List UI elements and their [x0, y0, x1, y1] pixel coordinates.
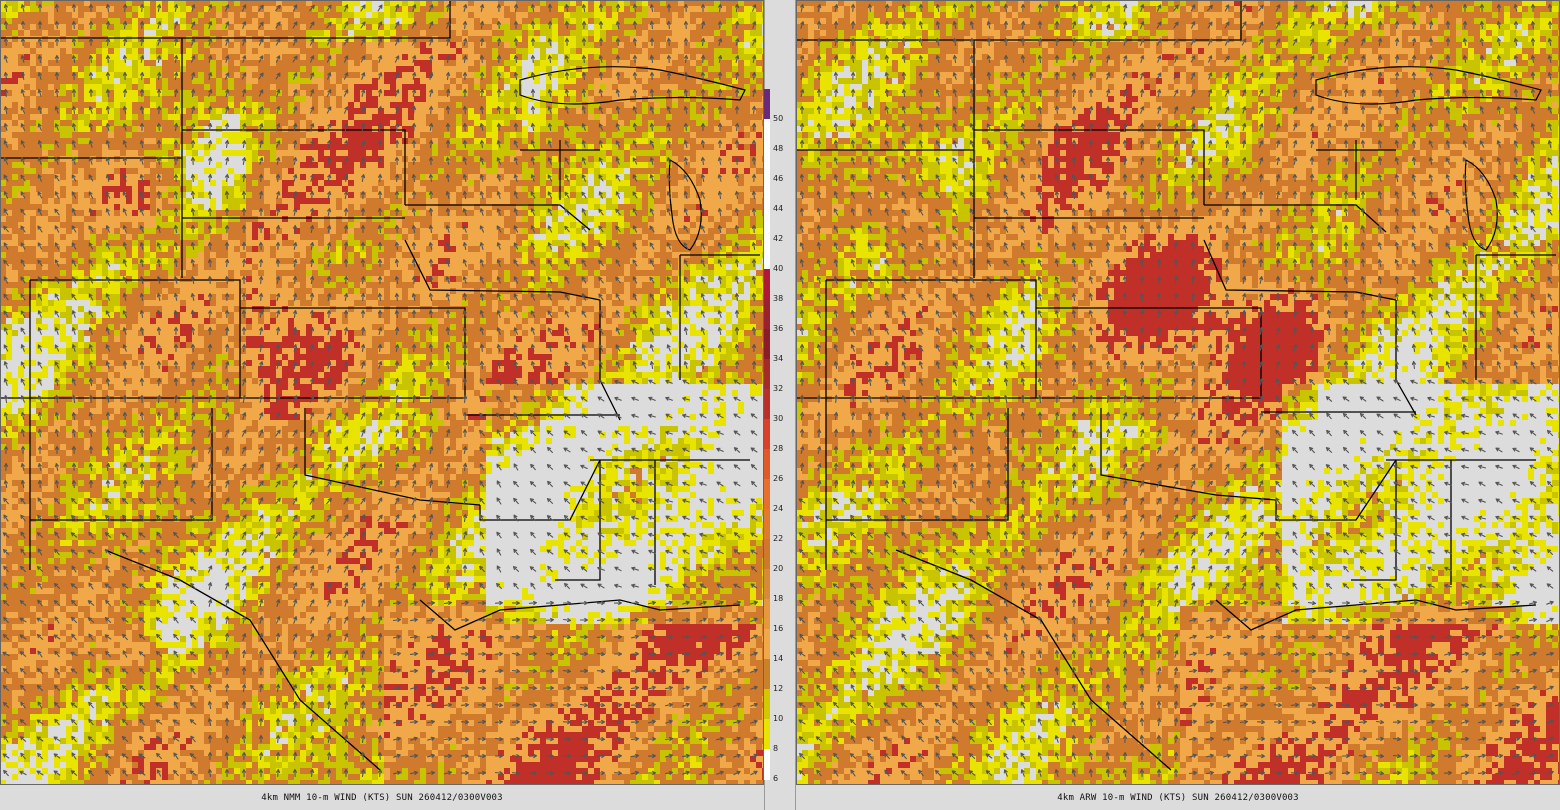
colorbar-swatch — [764, 629, 770, 660]
colorbar-label: 28 — [773, 445, 783, 453]
colorbar-swatch — [764, 389, 770, 420]
colorbar-swatch — [764, 359, 770, 390]
colorbar-label: 6 — [773, 775, 778, 783]
colorbar-label: 30 — [773, 415, 783, 423]
colorbar-label: 26 — [773, 475, 783, 483]
colorbar-swatch — [764, 659, 770, 690]
colorbar-swatch — [764, 209, 770, 240]
colorbar-label: 44 — [773, 205, 783, 213]
colorbar-label: 10 — [773, 715, 783, 723]
colorbar-swatch — [764, 119, 770, 150]
colorbar-swatch — [764, 89, 770, 120]
colorbar-label: 14 — [773, 655, 783, 663]
colorbar-label: 42 — [773, 235, 783, 243]
colorbar-label: 32 — [773, 385, 783, 393]
colorbar-swatch — [764, 539, 770, 570]
map-caption-left: 4km NMM 10-m WIND (KTS) SUN 260412/0300V… — [0, 788, 764, 808]
colorbar-swatch — [764, 509, 770, 540]
wind-speed-colorbar: 50 48 46 44 42 40 38 36 34 32 30 28 26 24 22 20 18 16 14 12… — [764, 89, 784, 779]
colorbar-label: 12 — [773, 685, 783, 693]
map-panel-left: 4km NMM 10-m WIND (KTS) SUN 260412/0300V… — [0, 0, 764, 810]
colorbar-label: 38 — [773, 295, 783, 303]
colorbar-swatch — [764, 269, 770, 300]
wind-map-arw — [796, 0, 1560, 785]
colorbar-swatch — [764, 179, 770, 210]
colorbar-swatch — [764, 449, 770, 480]
colorbar-label: 34 — [773, 355, 783, 363]
colorbar-swatch — [764, 329, 770, 360]
colorbar-swatch — [764, 569, 770, 600]
colorbar-swatch — [764, 419, 770, 450]
map-panel-right: 4km ARW 10-m WIND (KTS) SUN 260412/0300V… — [796, 0, 1560, 810]
colorbar-label: 46 — [773, 175, 783, 183]
colorbar-label: 50 — [773, 115, 783, 123]
colorbar-label: 40 — [773, 265, 783, 273]
colorbar-label: 36 — [773, 325, 783, 333]
colorbar-swatch — [764, 599, 770, 630]
colorbar-swatch — [764, 479, 770, 510]
colorbar-label: 48 — [773, 145, 783, 153]
colorbar-label: 16 — [773, 625, 783, 633]
colorbar-swatch — [764, 299, 770, 330]
colorbar-swatch — [764, 149, 770, 180]
colorbar-swatch — [764, 719, 770, 750]
wind-map-nmm — [0, 0, 764, 785]
colorbar-label: 24 — [773, 505, 783, 513]
map-caption-right: 4km ARW 10-m WIND (KTS) SUN 260412/0300V… — [796, 788, 1560, 808]
colorbar-label: 22 — [773, 535, 783, 543]
colorbar-swatch — [764, 239, 770, 270]
colorbar-swatch — [764, 689, 770, 720]
colorbar-label: 20 — [773, 565, 783, 573]
colorbar-label: 18 — [773, 595, 783, 603]
colorbar-label: 8 — [773, 745, 778, 753]
colorbar-swatch — [764, 749, 770, 780]
